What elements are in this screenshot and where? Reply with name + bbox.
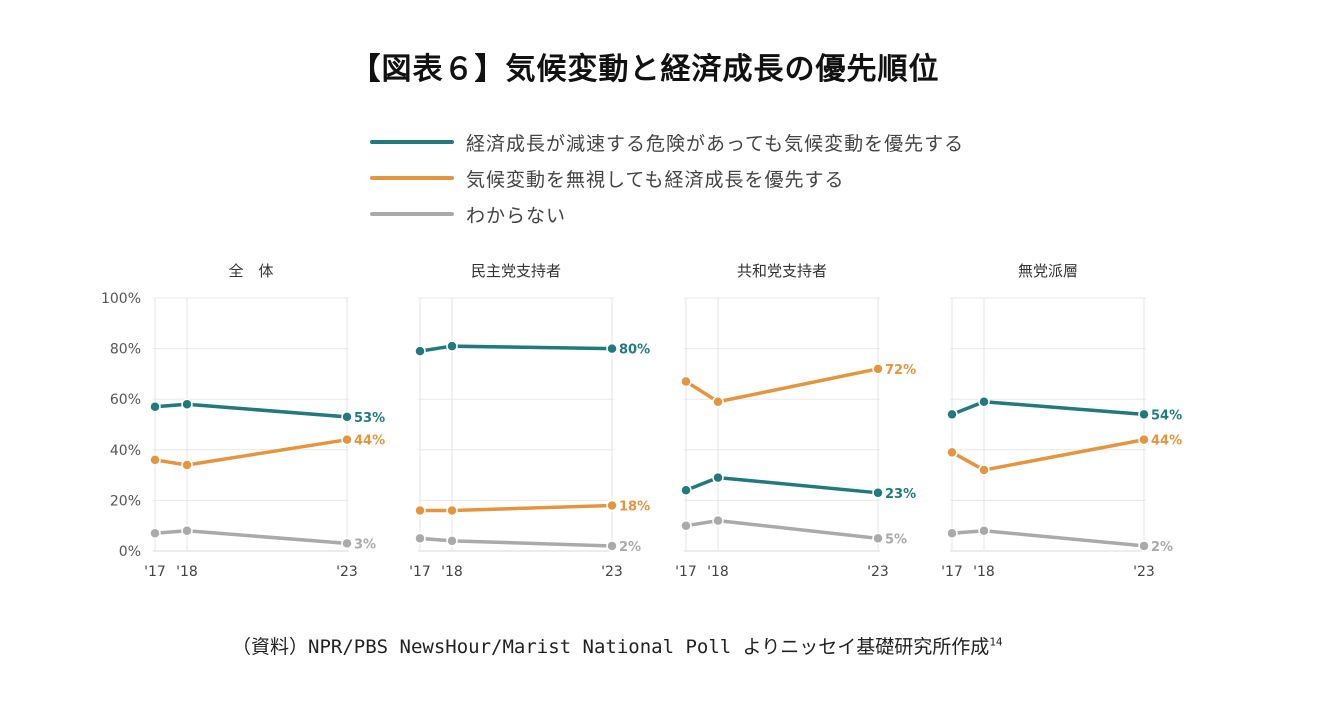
data-point xyxy=(446,504,458,517)
data-point xyxy=(680,375,692,388)
data-point xyxy=(414,345,426,357)
y-tick-label: 0% xyxy=(119,544,141,560)
panel-title: 共和党支持者 xyxy=(737,262,827,280)
y-tick-label: 40% xyxy=(110,443,141,459)
data-point xyxy=(181,459,193,471)
panel-title: 無党派層 xyxy=(1018,262,1078,280)
legend-swatch xyxy=(370,176,454,180)
data-point xyxy=(414,532,426,545)
data-label: 5% xyxy=(885,532,907,547)
x-tick-label: '18 xyxy=(441,564,463,580)
y-tick-label: 100% xyxy=(101,291,141,307)
data-point xyxy=(978,395,990,408)
panel-title: 全 体 xyxy=(228,262,273,280)
data-point xyxy=(414,504,426,517)
footnote-marker: 14 xyxy=(989,635,1003,649)
data-point xyxy=(946,408,958,421)
data-point xyxy=(946,446,958,459)
data-point xyxy=(606,540,618,552)
data-point xyxy=(872,532,884,545)
data-point xyxy=(341,411,353,423)
legend-item-economy-first: 気候変動を無視しても経済成長を優先する xyxy=(370,160,964,196)
data-point xyxy=(712,471,724,484)
source-note: （資料）NPR/PBS NewsHour/Marist National Pol… xyxy=(232,632,1003,659)
legend-label: 経済成長が減速する危険があっても気候変動を優先する xyxy=(466,132,965,155)
data-point xyxy=(946,527,958,540)
x-tick-label: '18 xyxy=(973,564,995,580)
data-point xyxy=(149,401,161,413)
data-point xyxy=(606,499,618,512)
data-point xyxy=(680,484,692,497)
legend-label: わからない xyxy=(466,204,567,227)
data-label: 72% xyxy=(885,363,916,378)
data-label: 53% xyxy=(354,411,385,426)
panel-title: 民主党支持者 xyxy=(471,262,561,280)
data-point xyxy=(446,340,458,352)
data-label: 80% xyxy=(619,343,650,358)
small-multiples-line-chart: 全 体 0% 20% 40% 60% 80% 100% '17 '18 '23 3% 44% 53% 民主… xyxy=(101,262,1182,580)
data-label: 23% xyxy=(885,487,916,502)
y-tick-label: 20% xyxy=(110,493,141,509)
x-tick-label: '23 xyxy=(601,564,623,580)
data-point xyxy=(606,342,618,355)
legend-swatch xyxy=(370,212,454,216)
data-label: 3% xyxy=(354,537,376,552)
data-point xyxy=(181,525,193,537)
chart-title: 【図表６】気候変動と経済成長の優先順位 xyxy=(350,52,940,87)
data-point xyxy=(149,527,161,540)
data-point xyxy=(680,519,692,532)
data-point xyxy=(1138,433,1150,446)
legend: 経済成長が減速する危険があっても気候変動を優先する 気候変動を無視しても経済成長… xyxy=(370,124,964,232)
legend-item-unknown: わからない xyxy=(370,196,964,232)
data-point xyxy=(1138,540,1150,552)
source-text: （資料）NPR/PBS NewsHour/Marist National Pol… xyxy=(232,636,990,658)
data-point xyxy=(872,487,884,499)
data-point xyxy=(712,514,724,527)
data-point xyxy=(149,454,161,466)
x-tick-label: '17 xyxy=(144,564,166,580)
data-label: 18% xyxy=(619,499,650,514)
x-tick-label: '18 xyxy=(176,564,198,580)
data-point xyxy=(712,395,724,408)
x-tick-label: '23 xyxy=(1133,564,1155,580)
data-point xyxy=(446,535,458,547)
data-point xyxy=(1138,408,1150,421)
x-tick-label: '23 xyxy=(867,564,889,580)
y-tick-label: 80% xyxy=(110,342,141,358)
x-tick-label: '23 xyxy=(336,564,358,580)
legend-swatch xyxy=(370,140,454,144)
x-tick-label: '17 xyxy=(941,564,963,580)
data-point xyxy=(341,433,353,446)
data-label: 44% xyxy=(1151,434,1182,449)
data-point xyxy=(978,464,990,476)
data-label: 54% xyxy=(1151,408,1182,423)
x-tick-label: '17 xyxy=(675,564,697,580)
data-label: 2% xyxy=(1151,540,1173,555)
data-point xyxy=(978,525,990,537)
x-tick-label: '18 xyxy=(707,564,729,580)
data-point xyxy=(341,537,353,550)
y-tick-label: 60% xyxy=(110,392,141,408)
data-point xyxy=(181,398,193,411)
x-tick-label: '17 xyxy=(409,564,431,580)
data-point xyxy=(872,363,884,375)
legend-label: 気候変動を無視しても経済成長を優先する xyxy=(466,168,845,191)
series-line xyxy=(685,367,879,404)
data-label: 44% xyxy=(354,434,385,449)
data-label: 2% xyxy=(619,540,641,555)
legend-item-climate-first: 経済成長が減速する危険があっても気候変動を優先する xyxy=(370,124,964,160)
